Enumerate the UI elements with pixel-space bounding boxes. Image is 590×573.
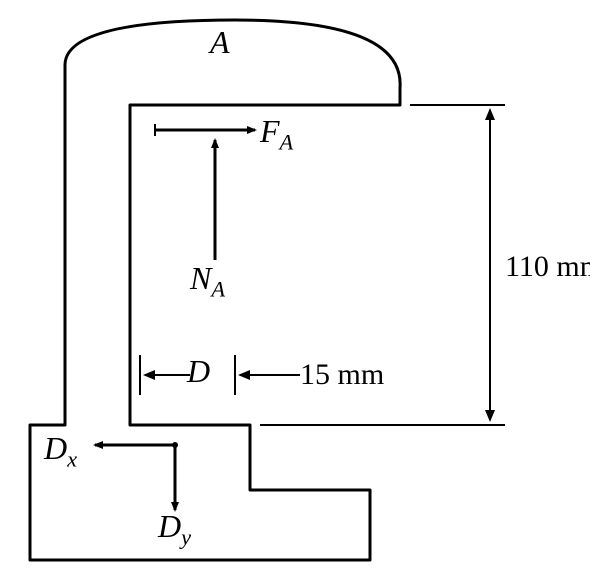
label-dim15: 15 mm <box>300 358 384 392</box>
label-A: A <box>210 24 230 61</box>
label-dim110: 110 mm <box>505 250 590 284</box>
label-Dy: Dy <box>158 508 191 550</box>
label-NA: NA <box>190 260 225 302</box>
diagram-svg <box>0 0 590 573</box>
label-FA: FA <box>260 113 293 155</box>
label-Dx: Dx <box>44 430 77 472</box>
label-D: D <box>187 353 210 390</box>
